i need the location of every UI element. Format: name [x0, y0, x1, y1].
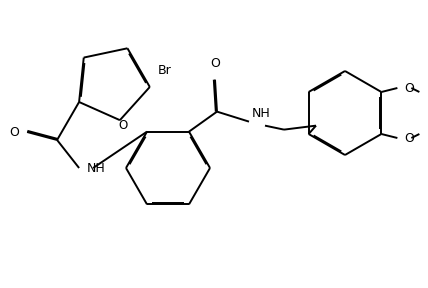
- Text: Br: Br: [158, 64, 172, 77]
- Text: NH: NH: [252, 107, 271, 120]
- Text: O: O: [404, 82, 414, 94]
- Text: O: O: [118, 119, 128, 132]
- Text: O: O: [210, 57, 220, 70]
- Text: O: O: [9, 126, 19, 139]
- Text: O: O: [404, 132, 414, 145]
- Text: NH: NH: [87, 162, 106, 175]
